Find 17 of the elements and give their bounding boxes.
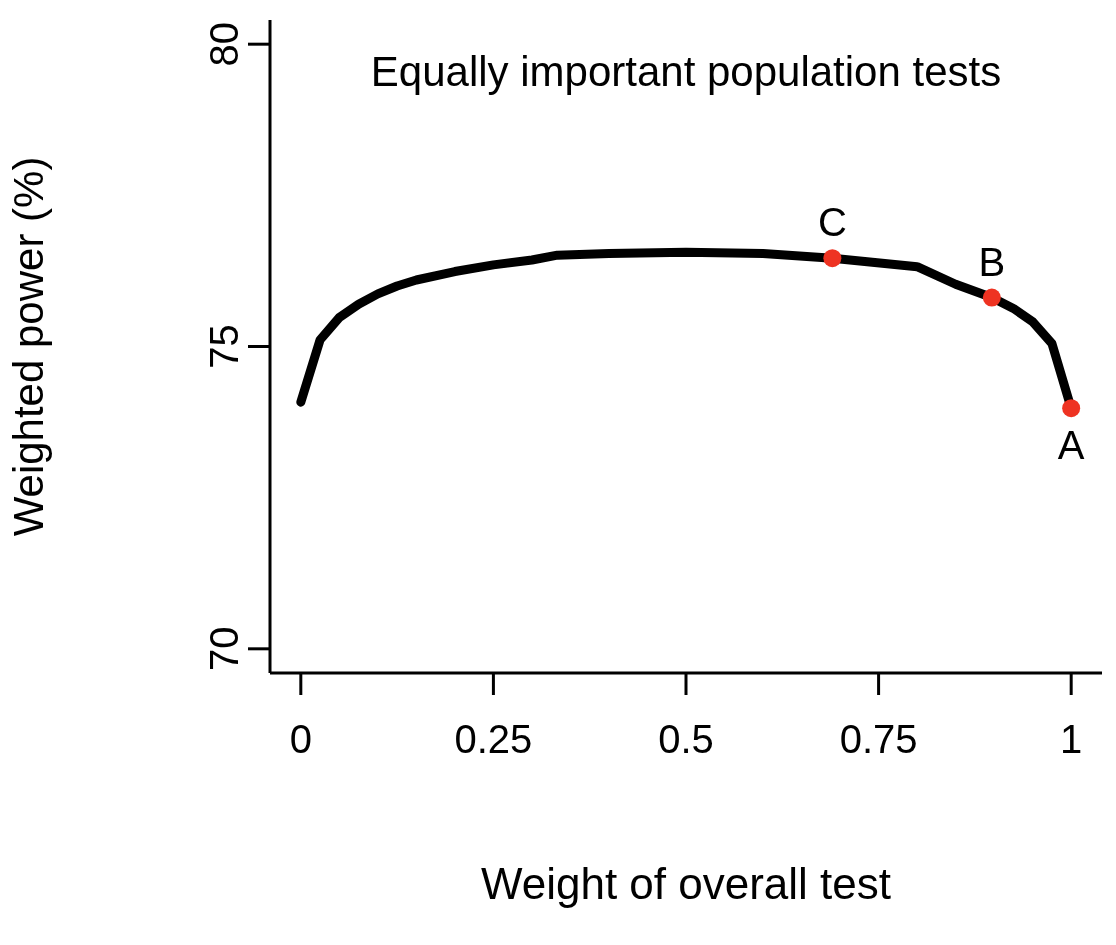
- point: [1062, 399, 1081, 418]
- y-axis-title: Weighted power (%): [4, 156, 52, 537]
- y-tick-label: 75: [202, 324, 246, 369]
- y-tick-label: 80: [202, 21, 246, 67]
- x-tick-label: 0: [289, 717, 312, 762]
- x-tick-label: 1: [1060, 717, 1083, 762]
- point: [823, 249, 842, 268]
- x-axis-title: Weight of overall test: [480, 859, 892, 908]
- y-tick-label: 70: [202, 626, 246, 672]
- point: [982, 288, 1001, 307]
- annotation: C: [817, 200, 847, 245]
- annotation: A: [1057, 422, 1085, 467]
- x-tick-label: 0.25: [454, 717, 533, 762]
- x-tick-label: 0.5: [658, 717, 714, 762]
- annotation: B: [978, 239, 1006, 284]
- text: Equally important population tests: [369, 48, 1003, 96]
- x-tick-label: 0.75: [839, 717, 918, 762]
